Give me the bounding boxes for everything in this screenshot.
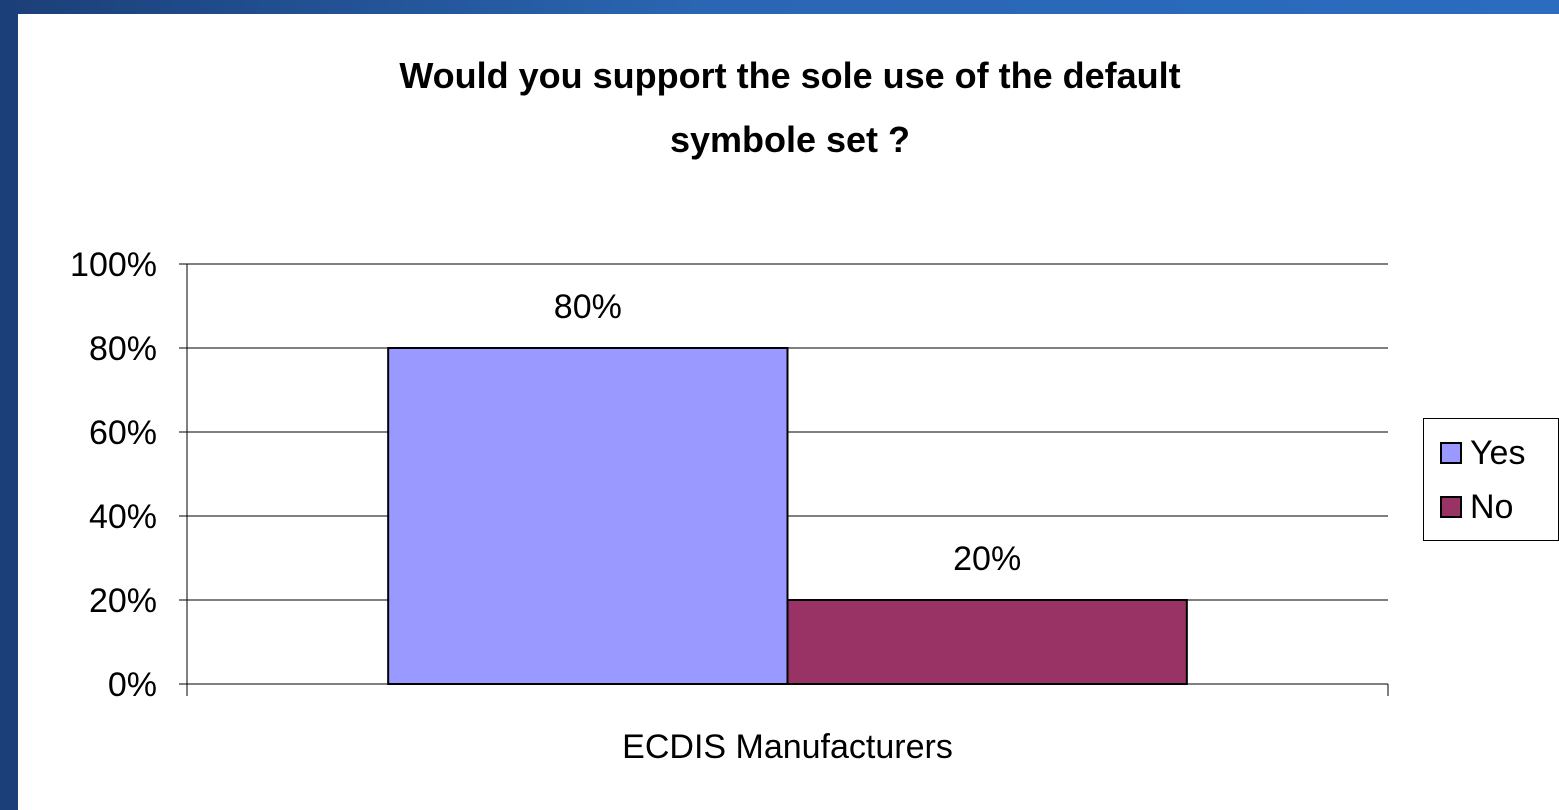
y-tick-label: 80%: [89, 330, 157, 368]
bar-no: [786, 599, 1188, 685]
legend-item-yes: Yes: [1440, 433, 1525, 473]
data-label-no: 20%: [953, 540, 1021, 578]
legend-label-yes: Yes: [1470, 433, 1526, 472]
legend-label-no: No: [1470, 487, 1514, 526]
x-category-label: ECDIS Manufacturers: [622, 728, 953, 766]
legend-item-no: No: [1440, 487, 1513, 527]
y-tick-label: 100%: [70, 246, 157, 284]
chart-title-line-1: Would you support the sole use of the de…: [399, 55, 1181, 96]
y-tick-label: 20%: [89, 582, 157, 620]
data-label-yes: 80%: [554, 288, 622, 326]
chart-title-line-2: symbole set ?: [669, 119, 911, 160]
y-tick-label: 0%: [108, 666, 157, 704]
y-tick-label: 60%: [89, 414, 157, 452]
bar-yes: [387, 347, 789, 685]
chart-title: Would you support the sole use of the de…: [190, 44, 1390, 172]
legend-swatch-no: [1440, 496, 1462, 518]
chart-legend: Yes No: [1423, 418, 1559, 541]
y-tick-label: 40%: [89, 498, 157, 536]
legend-swatch-yes: [1440, 442, 1462, 464]
